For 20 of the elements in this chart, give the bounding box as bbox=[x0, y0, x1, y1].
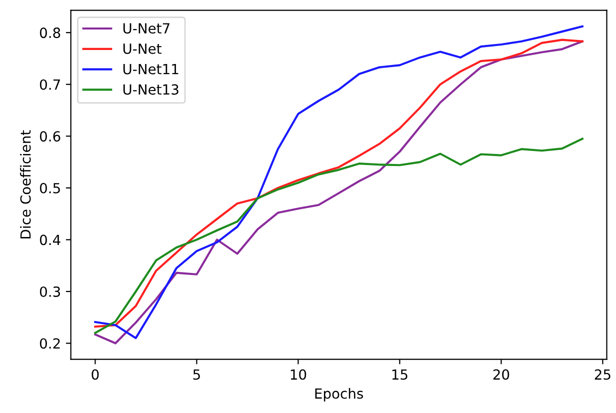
y-tick-label: 0.2 bbox=[40, 338, 60, 349]
x-axis-title: Epochs bbox=[315, 388, 364, 402]
x-tick-label: 0 bbox=[92, 369, 99, 380]
x-tick-label: 15 bbox=[392, 369, 408, 380]
legend-label: U-Net bbox=[123, 44, 162, 54]
y-tick-label: 0.7 bbox=[40, 79, 60, 90]
y-tick-label: 0.5 bbox=[40, 182, 60, 194]
y-tick-label: 0.8 bbox=[40, 28, 60, 38]
legend-label: U-Net11 bbox=[123, 64, 178, 74]
x-tick-label: 5 bbox=[193, 369, 200, 380]
x-tick-label: 20 bbox=[493, 369, 510, 380]
legend-label: U-Net7 bbox=[123, 23, 170, 34]
line-series bbox=[94, 138, 584, 334]
x-tick-label: 10 bbox=[290, 369, 306, 380]
y-tick-label: 0.4 bbox=[40, 234, 60, 246]
y-tick-label: 0.6 bbox=[40, 131, 60, 142]
y-axis-title: Dice Coefficient bbox=[20, 130, 31, 238]
x-tick-label: 25 bbox=[594, 369, 610, 380]
legend-label: U-Net13 bbox=[123, 84, 178, 95]
y-tick-label: 0.3 bbox=[40, 286, 60, 297]
